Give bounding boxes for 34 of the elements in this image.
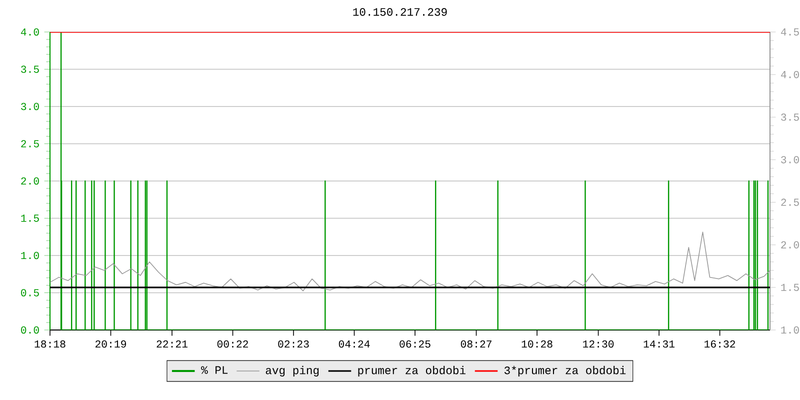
y-tick-label: 3.0 (21, 102, 39, 110)
x-tick-label: 22:21 (156, 340, 188, 348)
x-tick-label: 08:27 (460, 340, 492, 348)
y2-tick-label: 3.5 (781, 114, 799, 121)
x-tick-label: 12:30 (583, 340, 614, 348)
y-tick-label: 0.0 (21, 326, 39, 334)
y2-tick-label: 1.5 (781, 284, 799, 291)
x-tick-label: 18:18 (34, 340, 66, 348)
x-tick-label: 06:25 (400, 340, 430, 348)
x-tick-label: 04:24 (338, 340, 370, 348)
y2-tick-label: 4.5 (780, 28, 799, 36)
legend-label: % PL (201, 366, 228, 374)
x-tick-label: 10:28 (522, 340, 552, 348)
y-tick-label: 4.0 (20, 28, 39, 36)
legend-label: avg ping (266, 366, 319, 376)
y2-tick-label: 4.0 (780, 70, 799, 78)
y-tick-label: 2.5 (21, 140, 39, 148)
legend-label: prumer za obdobi (358, 366, 466, 376)
x-tick-label: 00:22 (217, 340, 248, 348)
x-tick-label: 02:23 (278, 340, 309, 348)
y-tick-label: 1.0 (21, 252, 39, 260)
y2-tick-label: 3.0 (781, 156, 799, 164)
x-tick-label: 14:31 (644, 340, 675, 348)
y-tick-label: 3.5 (21, 66, 39, 73)
chart-title: 10.150.217.239 (353, 8, 447, 16)
y-tick-label: 2.0 (21, 177, 39, 185)
y2-tick-label: 2.5 (781, 198, 799, 206)
x-tick-label: 20:19 (96, 340, 126, 348)
x-tick-label: 16:32 (704, 340, 736, 348)
legend-label: 3*prumer za obdobi (504, 366, 626, 376)
y-tick-label: 1.5 (21, 214, 39, 222)
y2-tick-label: 1.0 (781, 326, 799, 334)
y2-tick-label: 2.0 (781, 241, 799, 248)
y-tick-label: 0.5 (21, 289, 39, 296)
